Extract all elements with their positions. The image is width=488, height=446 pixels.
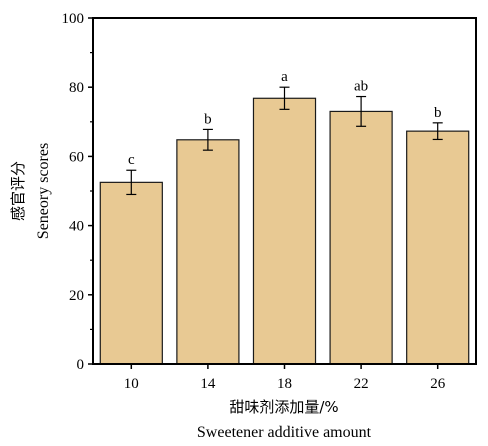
ticks-layer: 10 14 18 22 26 0 20 40 60 80 100 <box>62 11 446 392</box>
y-tick-label-80: 80 <box>69 80 84 96</box>
y-tick-label-40: 40 <box>69 219 84 235</box>
bar-10 <box>99 181 163 365</box>
significance-label-10: c <box>128 152 135 168</box>
error-bar-18 <box>279 86 290 110</box>
y-axis-title-cn: 感官评分 <box>9 161 27 221</box>
significance-label-18: a <box>281 69 288 85</box>
significance-label-22: ab <box>354 79 368 95</box>
bars-layer: c b a ab b <box>99 69 470 365</box>
x-axis-title: 甜味剂添加量/% Sweetener additive amount <box>197 398 372 441</box>
significance-label-26: b <box>434 105 442 121</box>
bar-26 <box>406 130 470 365</box>
x-tick-label-18: 18 <box>277 376 292 392</box>
y-tick-label-20: 20 <box>69 288 84 304</box>
y-tick-label-60: 60 <box>69 149 84 165</box>
y-axis-title-en: Seneory scores <box>35 143 52 239</box>
error-bar-26 <box>432 122 443 141</box>
error-bar-10 <box>126 169 137 196</box>
bar-18 <box>252 97 317 365</box>
bar-14 <box>176 139 240 365</box>
bar-22 <box>329 110 393 365</box>
x-tick-label-14: 14 <box>200 376 216 392</box>
y-tick-label-100: 100 <box>62 11 85 27</box>
error-bar-14 <box>202 128 213 151</box>
x-tick-label-26: 26 <box>430 376 446 392</box>
significance-label-14: b <box>204 111 212 127</box>
x-tick-label-22: 22 <box>354 376 369 392</box>
x-tick-label-10: 10 <box>124 376 139 392</box>
x-axis-title-cn: 甜味剂添加量/% <box>229 398 338 416</box>
error-bar-22 <box>356 95 367 127</box>
y-tick-label-0: 0 <box>77 357 85 373</box>
x-axis-title-en: Sweetener additive amount <box>197 424 372 441</box>
y-axis-title: 感官评分 Seneory scores <box>9 143 52 239</box>
